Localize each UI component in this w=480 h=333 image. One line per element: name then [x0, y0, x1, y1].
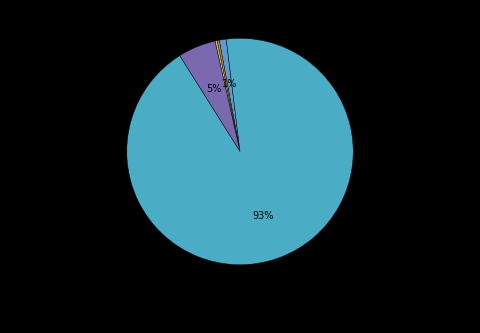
- Text: 93%: 93%: [252, 210, 274, 220]
- Wedge shape: [180, 41, 240, 152]
- Wedge shape: [127, 38, 353, 265]
- Text: 5%: 5%: [206, 84, 222, 94]
- Wedge shape: [215, 41, 240, 152]
- Wedge shape: [217, 40, 240, 152]
- Text: 1%: 1%: [222, 79, 237, 89]
- Wedge shape: [219, 39, 240, 152]
